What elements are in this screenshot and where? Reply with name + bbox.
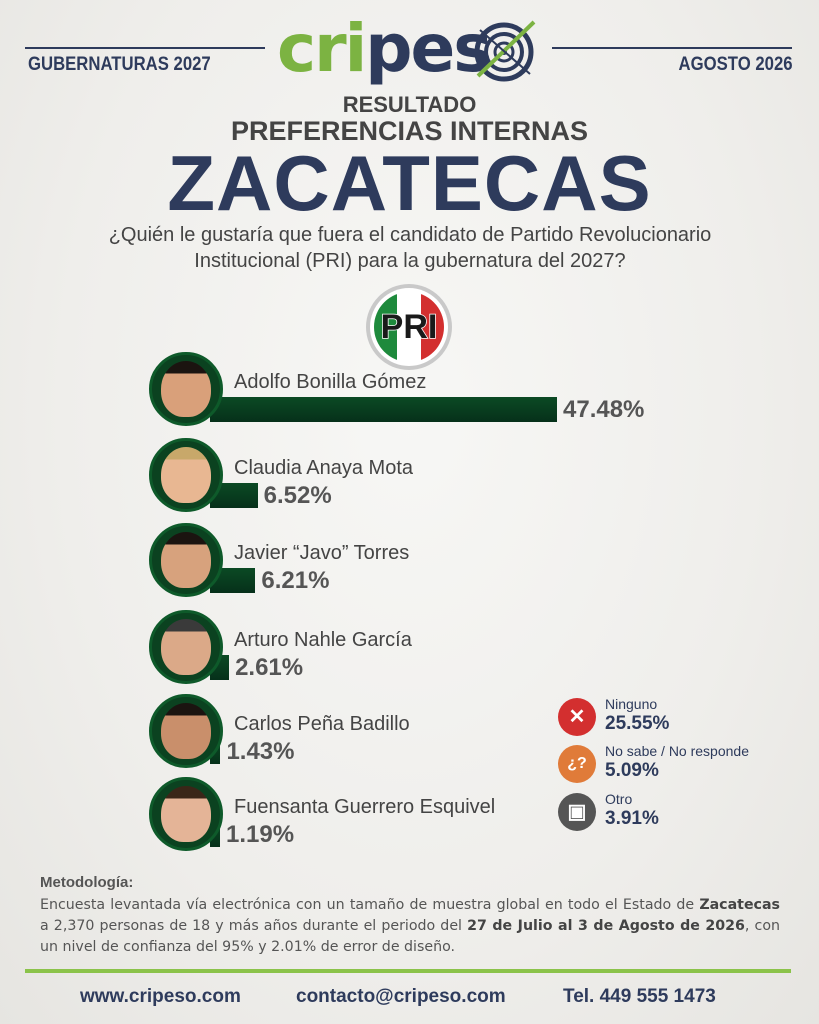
- value-label: 6.21%: [261, 567, 330, 594]
- title-resultado: RESULTADO: [342, 92, 477, 117]
- candidate-name: Javier “Javo” Torres: [234, 542, 410, 564]
- other-response-label: Otro: [605, 791, 633, 807]
- header-rule-right: [552, 47, 792, 49]
- candidate-name: Carlos Peña Badillo: [234, 713, 410, 735]
- x-icon: ✕: [558, 698, 596, 736]
- other-response-label: No sabe / No responde: [605, 743, 749, 759]
- value-label: 47.48%: [563, 396, 645, 423]
- value-label: 6.52%: [263, 482, 332, 509]
- ballot-box-icon: ▣: [558, 793, 596, 831]
- logo-text-green: cri: [277, 10, 367, 87]
- title-state: ZACATECAS: [167, 139, 652, 227]
- candidate-avatar: [149, 523, 223, 597]
- methodology-part-3: , con un nivel de confianza del 95% y 2.…: [40, 918, 780, 955]
- candidate-name: Claudia Anaya Mota: [234, 457, 414, 479]
- header-rule-left: [25, 47, 265, 49]
- candidate-avatar: [149, 694, 223, 768]
- candidate-name: Fuensanta Guerrero Esquivel: [234, 796, 496, 818]
- pri-logo-text: PRI: [381, 308, 438, 346]
- pri-logo-icon: PRI: [366, 284, 452, 370]
- question-icon: ¿?: [558, 745, 596, 783]
- cripeso-logo: cripes: [277, 8, 547, 90]
- candidate-photo: [161, 619, 211, 675]
- footer-divider: [25, 969, 791, 973]
- header-left-label: GUBERNATURAS 2027: [28, 54, 211, 75]
- candidate-photo: [161, 361, 211, 417]
- candidate-photo: [161, 447, 211, 503]
- candidate-avatar: [149, 352, 223, 426]
- footer-website[interactable]: www.cripeso.com: [80, 986, 241, 1007]
- candidate-avatar: [149, 610, 223, 684]
- methodology-part-1: Encuesta levantada vía electrónica con u…: [40, 897, 700, 913]
- methodology-part-2: a 2,370 personas de 18 y más años durant…: [40, 918, 468, 934]
- candidate-photo: [161, 703, 211, 759]
- footer-phone: Tel. 449 555 1473: [563, 986, 716, 1007]
- other-response-value: 5.09%: [605, 760, 659, 781]
- other-response-label: Ninguno: [605, 696, 658, 712]
- title-preferencias: PREFERENCIAS INTERNAS: [230, 116, 589, 146]
- methodology-title: Metodología:: [40, 874, 134, 891]
- survey-question: ¿Quién le gustaría que fuera el candidat…: [108, 224, 712, 272]
- value-label: 2.61%: [235, 654, 304, 681]
- candidate-photo: [161, 786, 211, 842]
- candidate-name: Arturo Nahle García: [234, 629, 412, 651]
- methodology-state: Zacatecas: [699, 897, 780, 913]
- methodology-period: 27 de Julio al 3 de Agosto de 2026: [467, 918, 745, 934]
- logo-text-blue: pes: [365, 10, 492, 87]
- other-response-value: 25.55%: [605, 713, 670, 734]
- value-label: 1.19%: [226, 821, 295, 848]
- candidate-name: Adolfo Bonilla Gómez: [234, 371, 427, 393]
- footer-email[interactable]: contacto@cripeso.com: [296, 986, 506, 1007]
- header-right-label: AGOSTO 2026: [678, 54, 793, 75]
- methodology-text: Encuesta levantada vía electrónica con u…: [40, 895, 780, 958]
- candidate-avatar: [149, 438, 223, 512]
- value-label: 1.43%: [226, 738, 295, 765]
- other-response-value: 3.91%: [605, 808, 659, 829]
- candidate-photo: [161, 532, 211, 588]
- target-icon: [474, 20, 536, 82]
- bar: [210, 397, 557, 422]
- candidate-avatar: [149, 777, 223, 851]
